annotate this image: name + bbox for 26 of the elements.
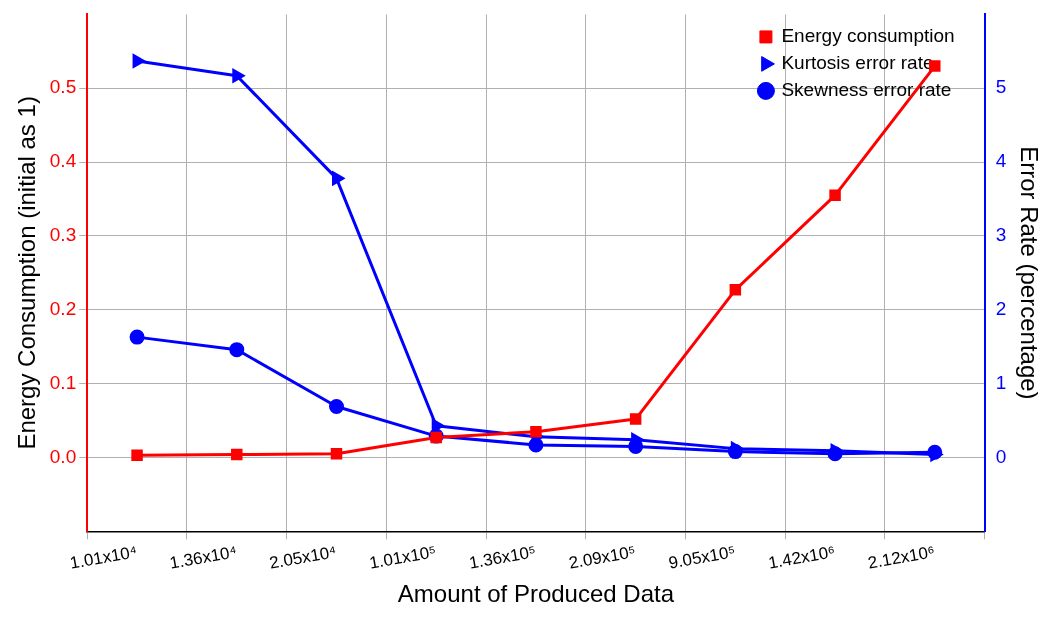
legend-label: Skewness error rate [781, 79, 952, 101]
x-tick-label: 2.12x10⁶ [866, 542, 937, 573]
x-tick-label: 1.42x10⁶ [766, 542, 837, 573]
x-tick-label: 2.05x10⁴ [267, 542, 338, 573]
y2-tick-label: 1 [995, 371, 1007, 393]
y-axis-title: Energy Consumption (initial as 1) [13, 96, 41, 450]
y-tick-label: 0.5 [49, 76, 77, 98]
x-axis-title: Amount of Produced Data [397, 580, 675, 608]
x-tick-label: 1.36x10⁴ [168, 542, 239, 573]
x-tick-label: 1.36x10⁵ [467, 542, 538, 573]
y2-tick-label: 2 [995, 298, 1007, 320]
x-tick-label: 1.01x10⁵ [367, 542, 438, 573]
x-tick-label: 9.05x10⁵ [667, 542, 737, 573]
y-tick-label: 0.0 [49, 445, 77, 467]
y-tick-label: 0.4 [49, 150, 77, 172]
y2-tick-label: 0 [995, 445, 1007, 467]
legend-label: Energy consumption [781, 25, 955, 47]
x-tick-label: 1.01x10⁴ [68, 542, 139, 573]
x-tick-label: 2.09x10⁵ [567, 542, 638, 573]
y2-tick-label: 5 [995, 76, 1007, 98]
y2-axis-title: Error Rate (percentage) [1015, 146, 1043, 400]
y-tick-label: 0.3 [49, 224, 77, 246]
y2-tick-label: 4 [995, 150, 1007, 172]
y2-tick-label: 3 [995, 224, 1007, 246]
y-tick-label: 0.1 [49, 371, 77, 393]
y-tick-label: 0.2 [49, 298, 77, 320]
